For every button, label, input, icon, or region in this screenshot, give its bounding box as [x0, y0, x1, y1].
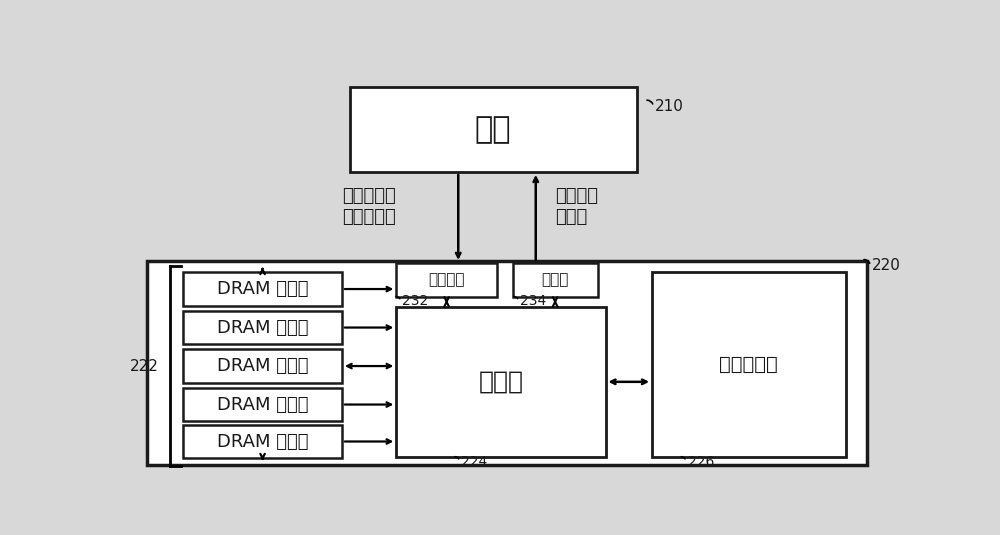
Bar [183, 387, 342, 422]
Text: 应用: 应用 [475, 115, 511, 144]
Text: 232: 232 [402, 294, 429, 308]
Bar [183, 272, 342, 306]
Bar [183, 349, 342, 383]
Text: 222: 222 [129, 358, 158, 373]
Bar [147, 261, 867, 464]
Text: DRAM 缓冲区: DRAM 缓冲区 [217, 357, 308, 375]
Text: 从存储器
地址读: 从存储器 地址读 [555, 187, 598, 226]
Text: DRAM 缓冲区: DRAM 缓冲区 [217, 395, 308, 414]
Text: 210: 210 [655, 99, 684, 114]
Text: DRAM 缓冲区: DRAM 缓冲区 [217, 280, 308, 298]
Text: 234: 234 [520, 294, 546, 308]
Text: 226: 226 [688, 455, 714, 469]
Text: 控制器: 控制器 [478, 370, 523, 394]
Bar [652, 272, 846, 457]
Bar [396, 263, 497, 297]
Text: DRAM 缓冲区: DRAM 缓冲区 [217, 432, 308, 450]
Text: 空闲列表: 空闲列表 [428, 272, 465, 287]
Text: DRAM 缓冲区: DRAM 缓冲区 [217, 318, 308, 337]
Text: 闪速存储器: 闪速存储器 [720, 355, 778, 374]
Text: 224: 224 [461, 455, 488, 469]
Text: 定时器: 定时器 [541, 272, 569, 287]
Bar [512, 263, 598, 297]
Text: 220: 220 [872, 258, 901, 273]
Text: 写到存储器
空间的窗口: 写到存储器 空间的窗口 [342, 187, 396, 226]
Bar [183, 425, 342, 458]
Bar [396, 307, 606, 457]
Bar [350, 87, 637, 172]
Bar [183, 311, 342, 345]
